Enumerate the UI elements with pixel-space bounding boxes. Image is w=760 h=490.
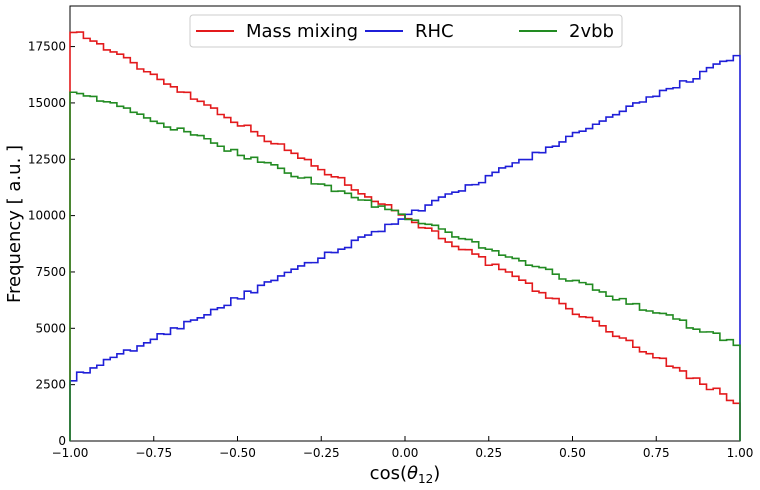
legend-frame [189, 14, 623, 48]
y-tick-label: 17500 [28, 40, 66, 54]
plot-frame [69, 5, 741, 442]
series-line-3 [69, 91, 741, 441]
y-axis-ticks: 0 2500 5000 7500 10000 12500 15000 17500 [28, 40, 75, 448]
y-tick-label: 2500 [35, 378, 66, 392]
legend-label: 2vbb [569, 21, 614, 42]
y-axis-title: Frequency [ a.u. ] [4, 145, 25, 303]
series-line-2 [69, 54, 741, 441]
legend-label: Mass mixing [246, 21, 358, 42]
x-tick-label: 0.25 [475, 446, 502, 460]
y-tick-label: 0 [58, 434, 66, 448]
x-axis-ticks: −1.00 −0.75 −0.50 −0.25 0.00 0.25 0.50 0.75 1.00 [52, 436, 754, 460]
y-tick-label: 10000 [28, 209, 66, 223]
x-tick-label: −1.00 [52, 446, 89, 460]
x-tick-label: 1.00 [727, 446, 754, 460]
x-tick-label: 0.75 [643, 446, 670, 460]
legend: Mass mixing RHC 2vbb [189, 14, 623, 48]
y-tick-label: 7500 [35, 265, 66, 279]
y-tick-label: 12500 [28, 152, 66, 166]
y-tick-label: 5000 [35, 321, 66, 335]
x-tick-label: 0.00 [392, 446, 419, 460]
x-tick-label: −0.75 [135, 446, 172, 460]
legend-label: RHC [415, 21, 454, 42]
x-axis-title: cos(θ12) [370, 463, 441, 486]
series-lines [69, 31, 741, 441]
series-line-1 [69, 31, 741, 441]
x-tick-label: −0.25 [303, 446, 340, 460]
y-tick-label: 15000 [28, 96, 66, 110]
x-tick-label: −0.50 [219, 446, 256, 460]
x-tick-label: 0.50 [559, 446, 586, 460]
